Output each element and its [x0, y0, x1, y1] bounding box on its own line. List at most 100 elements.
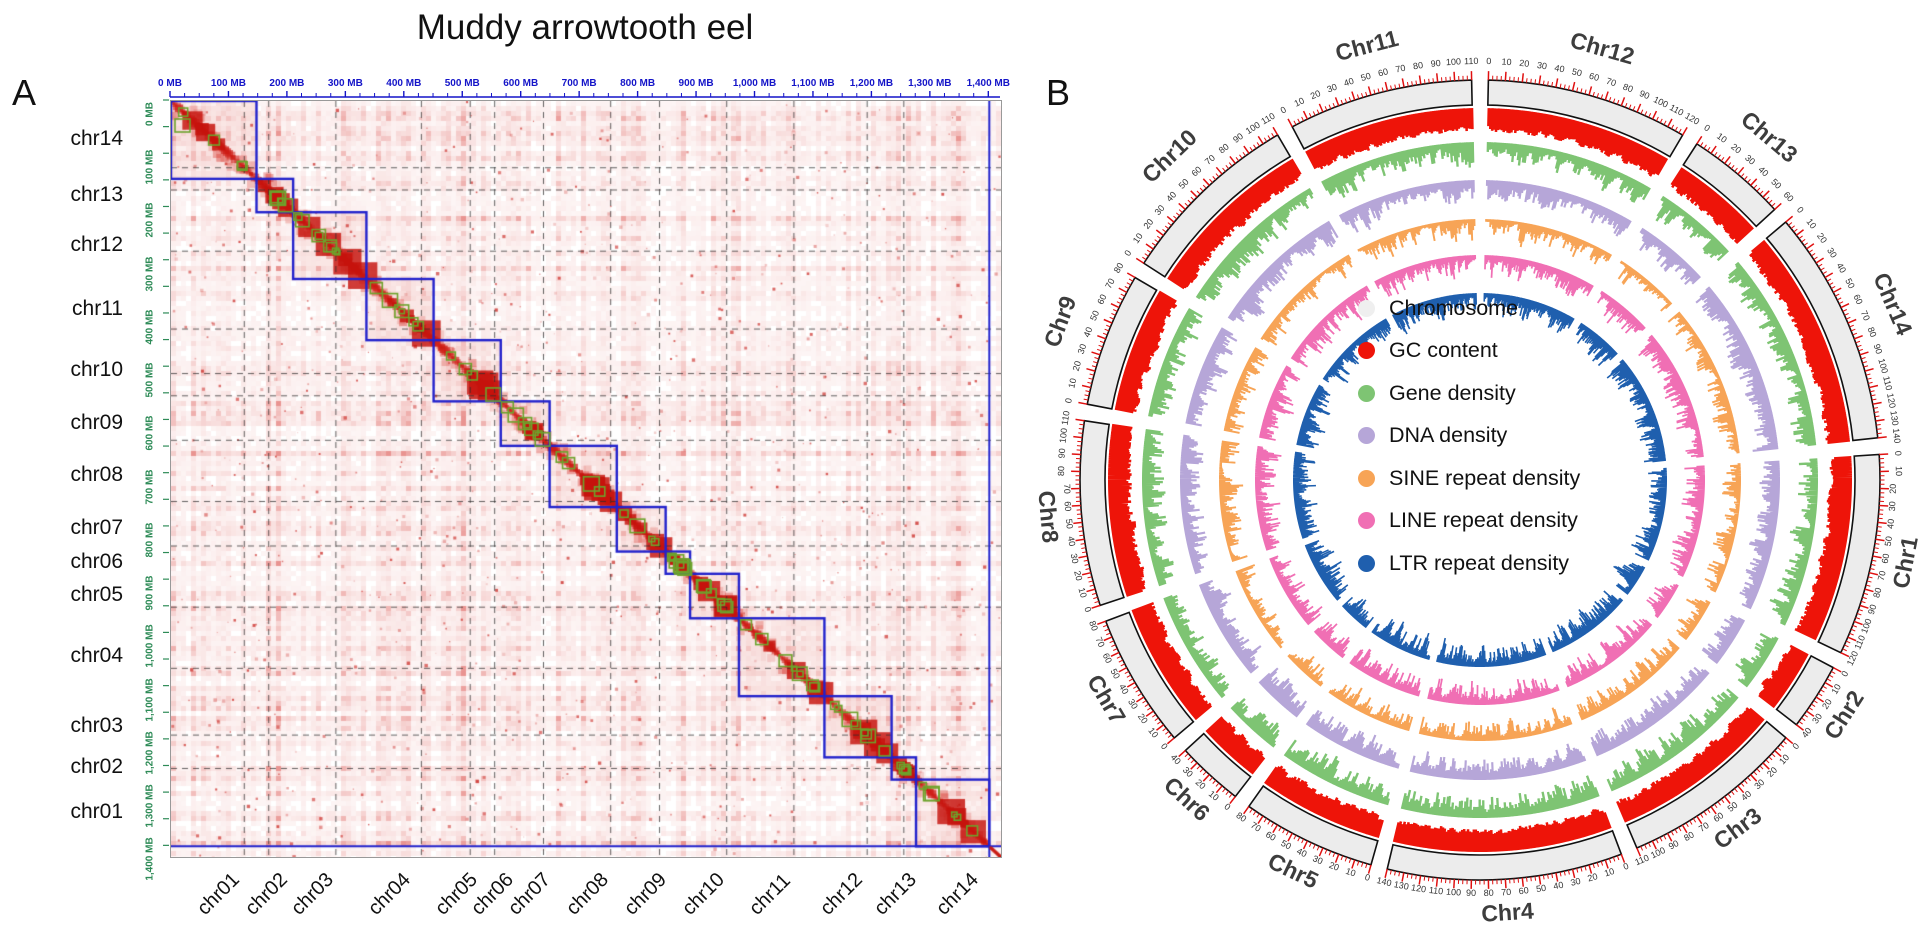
circos-legend: Chromosome GC content Gene density DNA dens…: [1358, 295, 1581, 595]
svg-text:50: 50: [1535, 883, 1546, 894]
legend-item: SINE repeat density: [1358, 465, 1581, 490]
hic-row-label: chr02: [70, 755, 123, 779]
svg-text:10: 10: [1066, 377, 1078, 389]
legend-label: LTR repeat density: [1389, 550, 1570, 575]
legend-label: Gene density: [1389, 380, 1516, 405]
svg-text:70: 70: [1605, 76, 1618, 89]
circos-chr-label: Chr4: [1481, 897, 1535, 926]
svg-text:70: 70: [1395, 63, 1407, 75]
circos-chr-label: Chr6: [1159, 772, 1215, 827]
svg-text:60: 60: [1101, 651, 1114, 664]
svg-text:30: 30: [1536, 60, 1547, 71]
svg-text:10: 10: [1207, 789, 1221, 803]
svg-text:110: 110: [1428, 885, 1443, 896]
svg-text:60: 60: [1711, 810, 1725, 824]
svg-text:20: 20: [1888, 484, 1898, 494]
legend-item: Chromosome: [1358, 295, 1580, 320]
svg-text:10: 10: [1501, 57, 1512, 68]
svg-text:60: 60: [1588, 71, 1600, 83]
hic-row-label: chr11: [72, 296, 123, 320]
legend-label: Chromosome: [1389, 295, 1519, 320]
svg-text:100: 100: [1876, 357, 1890, 374]
svg-text:80: 80: [1866, 326, 1879, 339]
svg-text:60: 60: [1264, 829, 1278, 843]
hic-y-tick-label: 1,400 MB: [144, 837, 156, 882]
hic-y-tick-label: 1,000 MB: [144, 624, 156, 669]
hic-x-tick-label: 0 MB: [158, 78, 182, 89]
svg-text:40: 40: [1066, 536, 1077, 547]
svg-text:40: 40: [1835, 261, 1849, 275]
svg-text:20: 20: [1765, 765, 1779, 779]
legend-dot: [1358, 427, 1375, 444]
svg-text:100: 100: [1244, 120, 1262, 137]
legend-dot: [1358, 299, 1375, 317]
svg-text:40: 40: [1756, 164, 1770, 178]
svg-text:100: 100: [1859, 617, 1874, 635]
svg-text:30: 30: [1326, 82, 1339, 95]
svg-text:10: 10: [1293, 95, 1306, 108]
hic-y-tick-label: 800 MB: [144, 522, 156, 558]
svg-text:20: 20: [1519, 58, 1530, 69]
circos-chr-label: Chr8: [1033, 490, 1063, 545]
hic-col-label: chr07: [504, 868, 556, 920]
svg-text:50: 50: [1279, 838, 1293, 852]
svg-text:0: 0: [1159, 741, 1170, 751]
hic-row-label: chr10: [70, 357, 123, 381]
hic-col-label: chr13: [870, 868, 922, 920]
hic-row-label: chr14: [70, 126, 123, 150]
legend-dot: [1358, 469, 1375, 487]
svg-text:60: 60: [1377, 66, 1389, 78]
hic-x-tick-label: 500 MB: [444, 78, 480, 89]
circos-track-gene-density: [1141, 142, 1819, 819]
hic-x-tick-label: 100 MB: [210, 78, 246, 89]
svg-text:50: 50: [1726, 800, 1740, 814]
hic-x-tick-label: 1,400 MB: [966, 78, 1010, 89]
svg-text:0: 0: [1364, 872, 1372, 883]
svg-text:60: 60: [1851, 293, 1864, 306]
svg-text:80: 80: [1484, 888, 1494, 898]
circos-chr-label: Chr2: [1819, 686, 1869, 744]
circos-track-sine-repeat-density: [1218, 219, 1742, 742]
svg-text:40: 40: [1342, 76, 1355, 89]
svg-text:60: 60: [1880, 553, 1892, 565]
svg-text:30: 30: [1153, 203, 1167, 217]
svg-text:0: 0: [1122, 248, 1133, 258]
svg-text:80: 80: [1217, 141, 1231, 155]
svg-text:20: 20: [1820, 697, 1834, 711]
hic-x-tick-label: 700 MB: [561, 78, 597, 89]
svg-text:110: 110: [1464, 56, 1479, 66]
svg-text:80: 80: [1871, 587, 1883, 599]
legend-item: Gene density: [1358, 380, 1580, 405]
svg-text:20: 20: [1141, 217, 1155, 231]
hic-col-label: chr04: [363, 868, 415, 920]
svg-text:140: 140: [1376, 875, 1393, 888]
svg-text:10: 10: [1894, 466, 1904, 476]
svg-text:80: 80: [1622, 82, 1635, 95]
svg-text:100: 100: [1446, 887, 1462, 898]
svg-text:40: 40: [1082, 326, 1095, 339]
svg-text:20: 20: [1194, 777, 1208, 791]
svg-text:0: 0: [1893, 450, 1903, 456]
svg-text:20: 20: [1328, 860, 1341, 873]
svg-text:30: 30: [1825, 246, 1839, 260]
hic-x-tick-label: 200 MB: [269, 78, 305, 89]
svg-text:80: 80: [1412, 60, 1423, 71]
svg-text:50: 50: [1769, 177, 1783, 191]
hic-col-label: chr12: [815, 868, 867, 920]
svg-text:30: 30: [1076, 343, 1089, 356]
svg-text:130: 130: [1888, 410, 1900, 426]
svg-text:80: 80: [1234, 810, 1248, 824]
svg-text:0: 0: [1702, 122, 1712, 133]
svg-text:40: 40: [1553, 880, 1565, 892]
svg-text:40: 40: [1169, 752, 1183, 766]
svg-text:30: 30: [1743, 153, 1757, 167]
svg-text:70: 70: [1249, 820, 1263, 834]
hic-row-label: chr05: [70, 583, 123, 607]
hic-row-label: chr09: [70, 410, 123, 434]
svg-text:80: 80: [1112, 261, 1126, 275]
legend-label: SINE repeat density: [1389, 465, 1581, 490]
svg-text:40: 40: [1739, 789, 1753, 803]
legend-item: LTR repeat density: [1358, 550, 1580, 575]
legend-dot: [1358, 342, 1375, 359]
